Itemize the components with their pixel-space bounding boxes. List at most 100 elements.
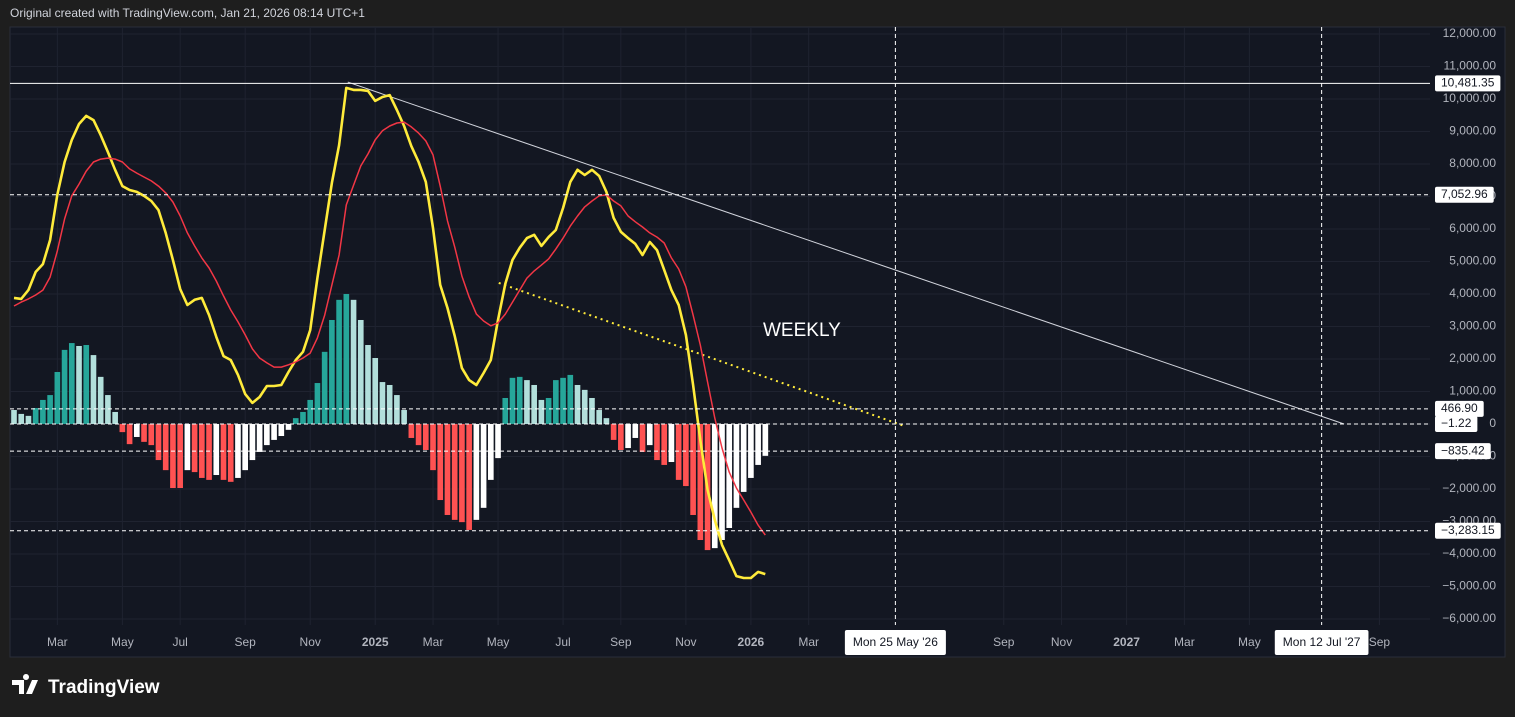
histogram-bar	[300, 411, 306, 424]
histogram-bar	[394, 395, 400, 424]
price-label-box	[1435, 186, 1494, 203]
histogram-bar	[90, 355, 97, 424]
y-tick-label: 5,000.00	[1449, 254, 1496, 268]
histogram-bar	[516, 376, 523, 424]
histogram-bar	[473, 423, 480, 520]
histogram-bar	[502, 397, 509, 424]
histogram-bar	[415, 423, 422, 446]
plot	[11, 81, 1345, 580]
histogram-bar	[141, 423, 147, 442]
histogram-bar	[509, 377, 516, 424]
y-tick-label: −2,000.00	[1442, 481, 1496, 495]
x-tick-label: Nov	[675, 635, 696, 649]
histogram-bar	[538, 399, 545, 424]
histogram-bar	[271, 423, 277, 440]
histogram-bar	[177, 423, 183, 489]
price-label: −3,283.15	[1441, 523, 1495, 537]
overlay: 12,000.00 11,000.00 10,000.00 9,000.00 8,000…	[10, 26, 1501, 655]
histogram-bar	[740, 423, 747, 492]
histogram-bar	[675, 423, 682, 480]
histogram-bar	[711, 423, 718, 549]
histogram-bar	[603, 418, 610, 424]
histogram-bar	[61, 349, 68, 424]
histogram-bar	[25, 415, 32, 424]
histogram-bar	[278, 423, 285, 437]
x-tick-label: Mar	[47, 635, 68, 649]
x-tick-label: Sep	[993, 635, 1015, 649]
histogram-bar	[372, 358, 379, 424]
histogram-bar	[466, 423, 472, 530]
histogram-bar	[574, 384, 581, 424]
histogram-bar	[11, 410, 17, 424]
histogram-bar	[567, 374, 574, 424]
price-label: 7,052.96	[1441, 187, 1488, 201]
histogram-bar	[487, 423, 494, 480]
y-tick-label: 11,000.00	[1444, 59, 1497, 73]
histogram-bar	[690, 423, 696, 515]
histogram-bar	[365, 345, 371, 424]
histogram-bar	[191, 423, 198, 473]
histogram-bar	[40, 399, 46, 424]
histogram-bar	[401, 410, 407, 424]
histogram-bar	[459, 423, 465, 523]
x-tick-label: May	[487, 635, 510, 649]
brand-logo: TradingView	[12, 674, 160, 698]
histogram-bar	[480, 423, 487, 508]
y-tick-label: 4,000.00	[1449, 286, 1496, 300]
histogram-bar	[661, 423, 668, 465]
chart-panel	[9, 26, 1506, 658]
x-tick-label: May	[111, 635, 134, 649]
histogram-bar	[531, 384, 537, 424]
price-label-box	[1435, 443, 1491, 460]
histogram-bar	[719, 423, 725, 541]
crosshair-label-box	[844, 630, 946, 655]
histogram-bar	[726, 423, 733, 528]
x-tick-label: Sep	[235, 635, 257, 649]
price-label: 10,481.35	[1441, 76, 1495, 90]
histogram-bar	[668, 423, 675, 463]
histogram-bar	[119, 423, 126, 433]
histogram-bar	[632, 423, 639, 438]
histogram-bar	[126, 423, 133, 445]
histogram-bar	[683, 423, 689, 487]
x-tick-label: Nov	[1051, 635, 1072, 649]
price-label: −835.42	[1441, 443, 1485, 457]
histogram-bar	[762, 423, 769, 456]
price-label-box	[1435, 416, 1478, 433]
histogram-bar	[206, 423, 212, 480]
histogram-bar	[184, 423, 191, 471]
histogram-bar	[336, 299, 342, 424]
histogram-bar	[560, 377, 566, 424]
histogram-bar	[589, 397, 595, 424]
crosshair-label-box	[1274, 630, 1369, 655]
x-tick-label: 2025	[362, 635, 389, 649]
histogram-bar	[545, 397, 552, 424]
histogram-bar	[379, 382, 386, 424]
x-tick-label: 2027	[1113, 635, 1140, 649]
price-label-box	[1435, 75, 1501, 92]
y-tick-label: 1,000.00	[1449, 384, 1496, 398]
y-tick-label: 6,000.00	[1449, 221, 1496, 235]
x-tick-label: Mar	[798, 635, 819, 649]
histogram-bar	[350, 299, 357, 424]
histogram-bar	[755, 423, 761, 465]
histogram-bar	[451, 423, 458, 520]
annotation: WEEKLY	[763, 320, 841, 341]
x-tick-label: May	[1238, 635, 1261, 649]
histogram-bar	[97, 376, 104, 424]
histogram-bar	[314, 383, 321, 424]
histogram-bar	[32, 408, 39, 424]
x-tick-label: Sep	[1369, 635, 1391, 649]
y-tick-label: 3,000.00	[1449, 319, 1496, 333]
price-label: 466.90	[1441, 401, 1478, 415]
histogram-bar	[430, 423, 436, 471]
histogram-bar	[112, 411, 118, 424]
x-tick-label: 2026	[738, 635, 765, 649]
histogram-bar	[654, 423, 660, 461]
histogram-bar	[386, 384, 393, 424]
y-tick-label: 12,000.00	[1443, 26, 1497, 40]
x-tick-label: Jul	[172, 635, 187, 649]
histogram-bar	[242, 423, 249, 471]
histogram-bar	[47, 395, 53, 424]
histogram-bar	[292, 418, 299, 424]
